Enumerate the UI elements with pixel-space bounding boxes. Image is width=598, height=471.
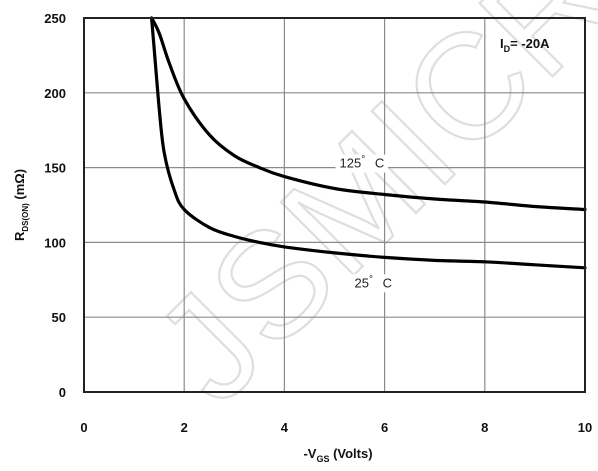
x-tick-label: 6 xyxy=(381,420,388,435)
series-label-background xyxy=(350,274,397,293)
x-tick-label: 0 xyxy=(80,420,87,435)
y-tick-label: 0 xyxy=(59,385,66,400)
curve-layer xyxy=(150,16,587,270)
series-line-125c xyxy=(150,16,587,212)
x-tick-label: 4 xyxy=(281,420,289,435)
grid-layer xyxy=(84,18,585,392)
y-tick-label: 200 xyxy=(44,86,66,101)
series-label-background xyxy=(335,154,389,173)
series-label-125c: 125° C xyxy=(340,155,385,171)
y-tick-label: 50 xyxy=(52,310,66,325)
x-tick-label: 8 xyxy=(481,420,488,435)
x-tick-label: 10 xyxy=(578,420,592,435)
series-line-25c xyxy=(150,16,587,270)
series-label-25c: 25° C xyxy=(355,274,392,290)
y-axis-label: RDS(ON) (mΩ) xyxy=(12,169,30,241)
condition-label: ID= -20A xyxy=(500,36,550,54)
y-tick-label: 250 xyxy=(44,11,66,26)
y-tick-label: 150 xyxy=(44,161,66,176)
annotation-layer: 125° C 25° C ID= -20A -VGS (Volts) RDS(ON) (… xyxy=(12,36,550,464)
x-axis-label: -VGS (Volts) xyxy=(303,446,372,464)
y-tick-label: 100 xyxy=(44,235,66,250)
x-tick-label: 2 xyxy=(181,420,188,435)
plot-area-border xyxy=(83,17,586,393)
